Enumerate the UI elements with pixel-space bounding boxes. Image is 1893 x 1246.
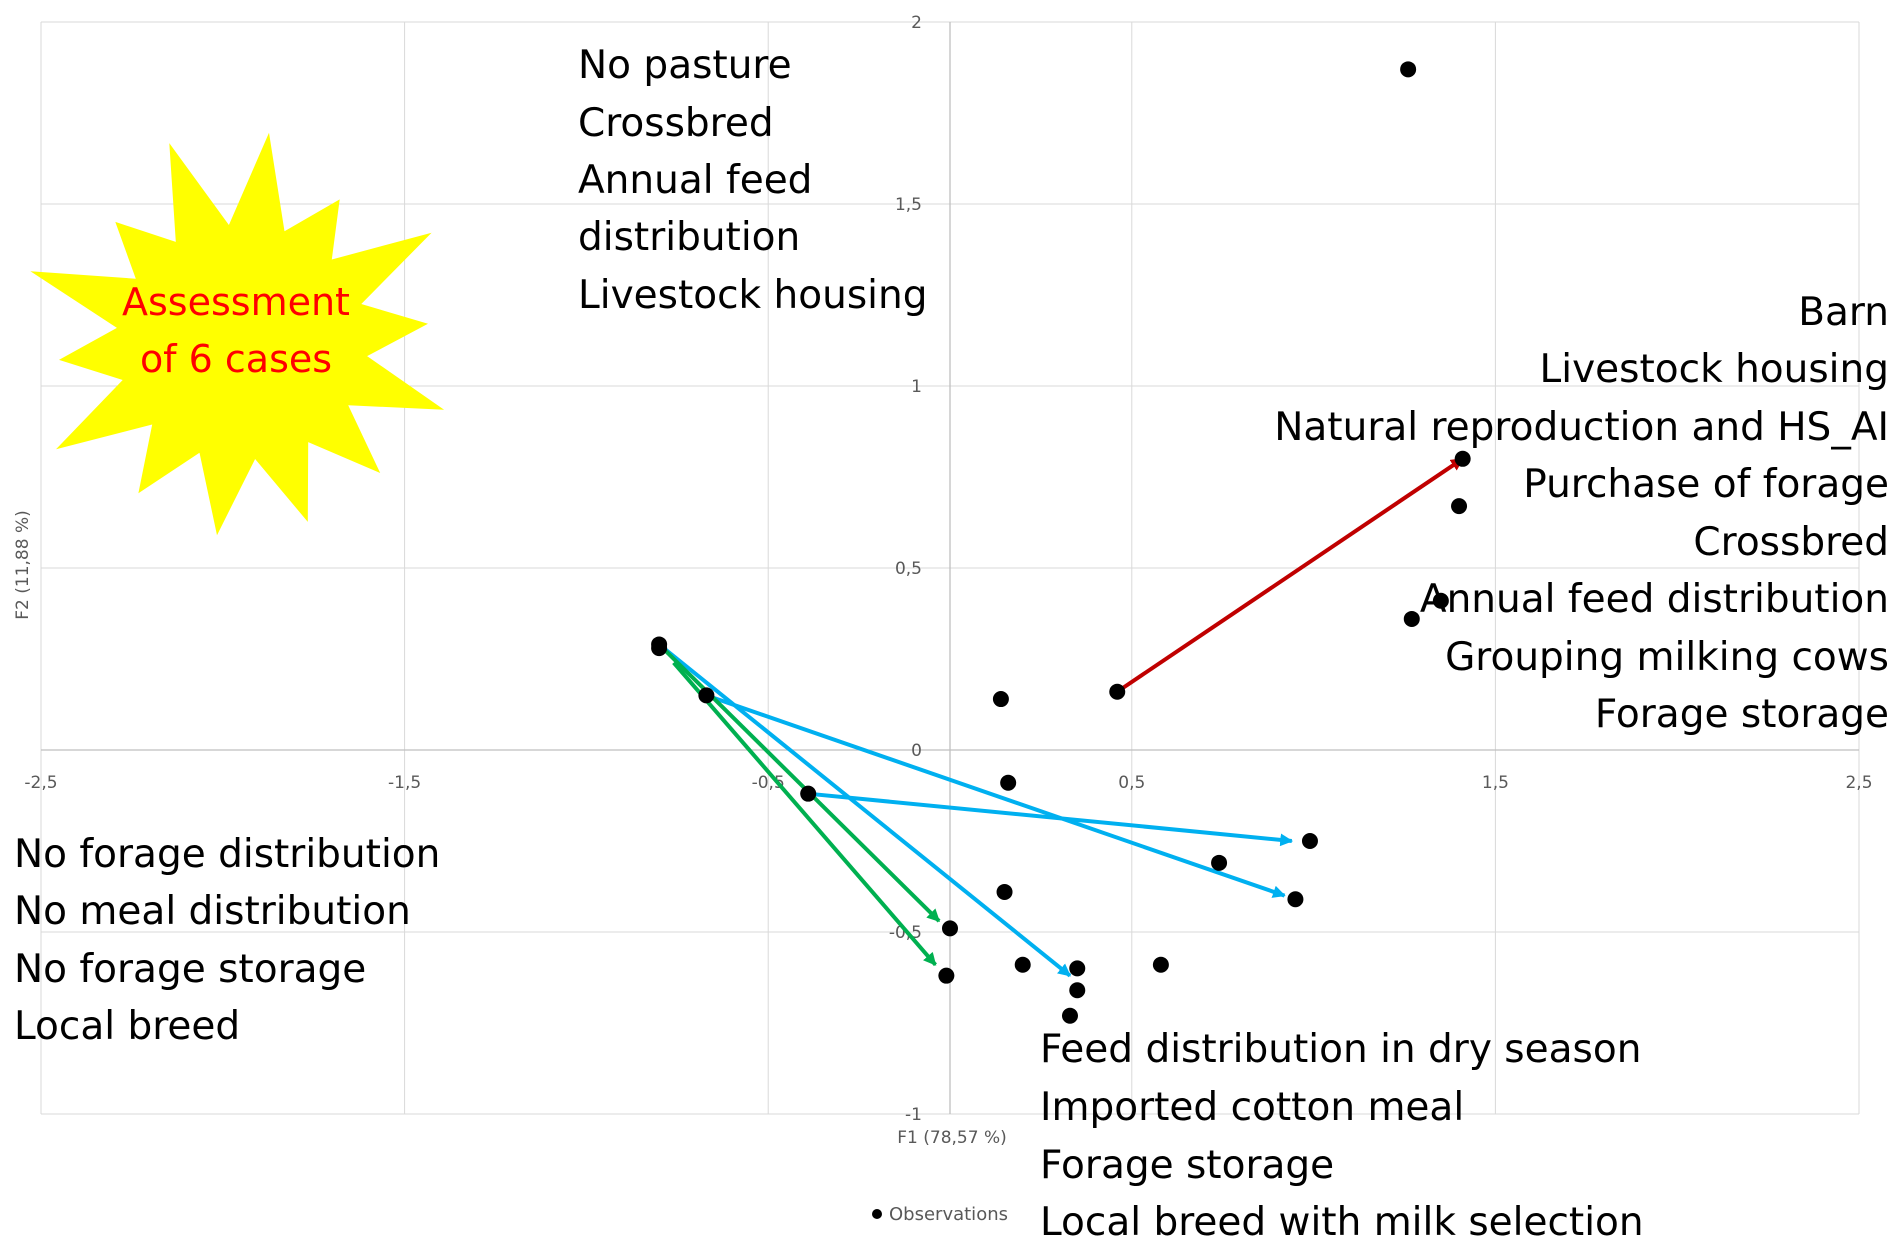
observation-point xyxy=(1000,774,1017,791)
arrow xyxy=(808,791,1294,847)
annotation-line: Feed distribution in dry season xyxy=(1040,1027,1641,1072)
legend-marker xyxy=(872,1209,882,1219)
observation-point xyxy=(1432,592,1449,609)
observation-point xyxy=(800,785,817,802)
y-axis-title: F2 (11,88 %) xyxy=(13,510,33,620)
annotation-line: Barn xyxy=(1798,290,1889,335)
annotation-line: Natural reproduction and HS_AI xyxy=(1274,405,1889,450)
annotation-line: Purchase of forage xyxy=(1523,462,1889,507)
observation-point xyxy=(1287,891,1304,908)
observation-point xyxy=(942,920,958,937)
annotation-line: Crossbred xyxy=(578,101,774,146)
observation-point xyxy=(651,640,668,657)
observation-point xyxy=(938,967,955,984)
y-tick-label: 1,5 xyxy=(895,195,922,215)
annotation-right: Barn Livestock housing Natural reproduct… xyxy=(1274,290,1889,737)
annotation-left: No forage distribution No meal distribut… xyxy=(14,832,440,1049)
annotation-line: No pasture xyxy=(578,43,792,88)
annotation-line: Annual feed distribution xyxy=(1420,577,1889,622)
arrow xyxy=(1116,457,1464,694)
y-tick-label: 1 xyxy=(911,377,922,397)
y-tick-label: 0,5 xyxy=(895,559,922,579)
observation-point xyxy=(1403,610,1420,627)
y-tick-label: 0 xyxy=(911,741,922,761)
observation-point xyxy=(1454,450,1471,467)
observation-point xyxy=(1109,683,1126,700)
observation-point xyxy=(996,883,1013,900)
annotation-line: No forage distribution xyxy=(14,832,440,877)
annotation-line: Local breed with milk selection xyxy=(1040,1200,1644,1245)
annotation-line: Crossbred xyxy=(1693,520,1889,565)
arrow xyxy=(705,693,1286,898)
starburst-shape xyxy=(30,132,445,536)
observation-point xyxy=(1451,498,1468,515)
annotation-line: Annual feed xyxy=(578,158,812,203)
observation-point xyxy=(1211,854,1228,871)
legend-label: Observations xyxy=(889,1204,1008,1225)
annotation-line: Forage storage xyxy=(1040,1143,1334,1188)
x-tick-label: 2,5 xyxy=(1845,773,1872,793)
annotation-line: Forage storage xyxy=(1595,692,1889,737)
starburst-callout: Assessment of 6 cases xyxy=(30,132,445,536)
arrow xyxy=(672,661,937,967)
observation-point xyxy=(1400,61,1417,78)
annotation-top-center: No pasture Crossbred Annual feed distrib… xyxy=(578,43,927,318)
observation-points xyxy=(651,61,1471,1024)
x-tick-label: -1,5 xyxy=(388,773,421,793)
observation-point xyxy=(1014,956,1031,973)
y-tick-labels: -1-0,500,511,52 xyxy=(889,13,922,1125)
annotation-line: Grouping milking cows xyxy=(1445,635,1889,680)
annotation-line: Livestock housing xyxy=(1540,347,1889,392)
annotation-line: No meal distribution xyxy=(14,889,411,934)
starburst-line-1: Assessment xyxy=(122,280,350,324)
y-tick-label: -1 xyxy=(905,1105,922,1125)
arrows xyxy=(657,457,1464,978)
arrow xyxy=(657,642,1072,978)
observation-point xyxy=(698,687,715,704)
legend: Observations xyxy=(872,1204,1008,1225)
starburst-line-2: of 6 cases xyxy=(140,337,332,381)
x-tick-labels: -2,5 -1,5 -0,5 0,5 1,5 2,5 xyxy=(24,773,1872,793)
observation-point xyxy=(1061,1007,1078,1024)
annotation-line: Imported cotton meal xyxy=(1040,1085,1464,1130)
y-tick-label: 2 xyxy=(911,13,922,33)
observation-point xyxy=(992,691,1009,708)
observation-point xyxy=(1301,833,1318,849)
annotation-bottom: Feed distribution in dry season Imported… xyxy=(1040,1027,1644,1245)
annotation-line: No forage storage xyxy=(14,947,366,992)
observation-point xyxy=(1152,956,1169,973)
arrow xyxy=(657,643,941,923)
x-tick-label: -0,5 xyxy=(752,773,785,793)
observation-point xyxy=(1069,960,1086,977)
annotation-line: Local breed xyxy=(14,1004,240,1049)
observation-point xyxy=(1069,982,1086,999)
x-tick-label: 0,5 xyxy=(1118,773,1145,793)
x-axis-title: F1 (78,57 %) xyxy=(897,1128,1007,1148)
x-tick-label: 1,5 xyxy=(1482,773,1509,793)
annotation-line: distribution xyxy=(578,215,800,260)
x-tick-label: -2,5 xyxy=(24,773,57,793)
annotation-line: Livestock housing xyxy=(578,273,927,318)
